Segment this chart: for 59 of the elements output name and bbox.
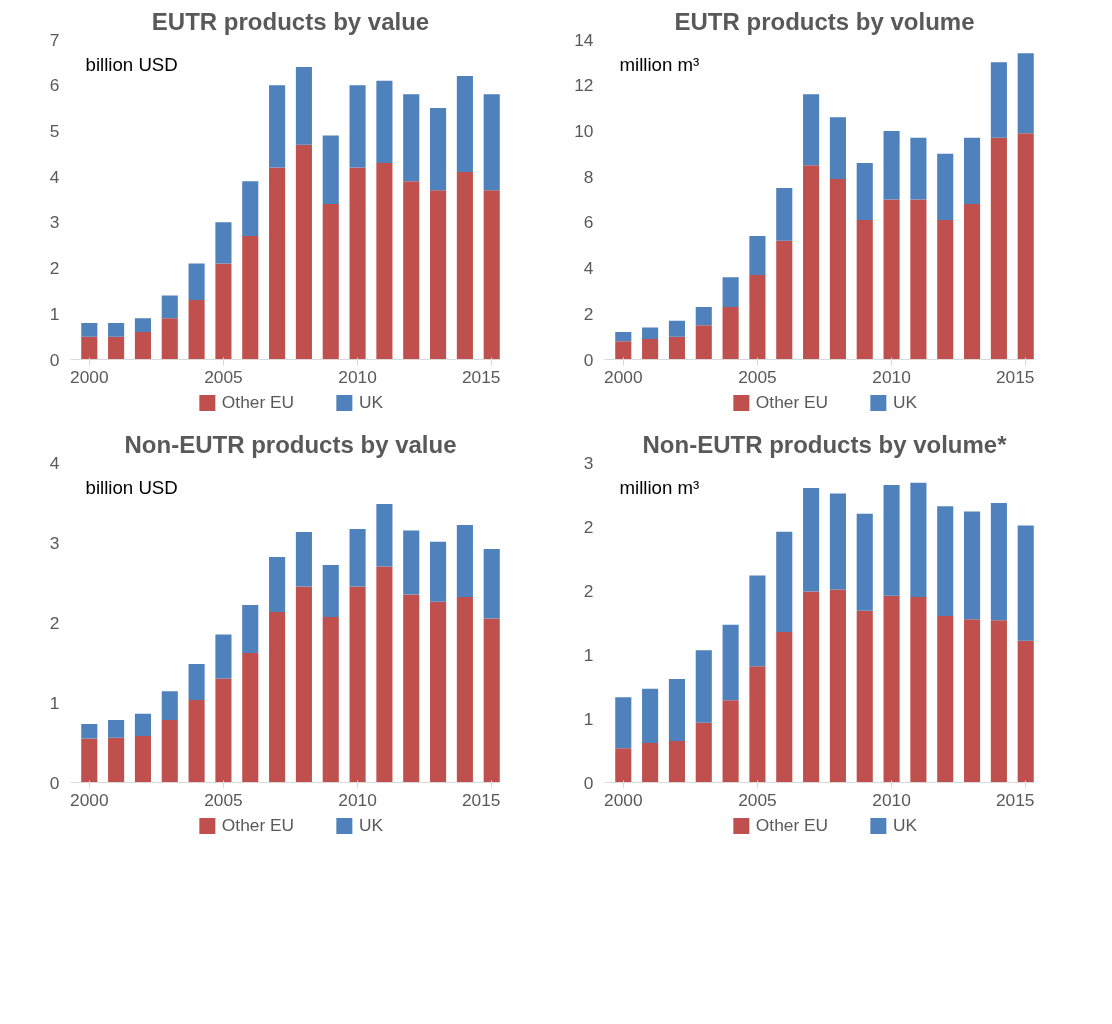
chart-title: EUTR products by value [151,7,430,35]
chart-title: EUTR products by volume [674,7,975,35]
y-tick-label: 4 [49,452,60,473]
x-tick-label: 2000 [70,366,109,387]
x-tick-label: 2010 [338,789,377,810]
y-tick-label: 0 [583,772,594,793]
annotation: million m³ [619,476,700,498]
annotation: billion USD [85,476,178,498]
annotation: billion USD [85,53,178,75]
x-tick-label: 2015 [995,366,1035,387]
y-tick-label: 5 [49,120,60,141]
y-tick-label: 0 [49,349,60,370]
x-tick-label: 2010 [872,366,911,387]
y-tick-label: 1 [583,644,594,665]
y-tick-label: 2 [49,258,60,279]
chart-title: Non-EUTR products by value [124,430,457,458]
y-tick-label: 1 [49,303,60,324]
y-tick-label: 6 [583,212,594,233]
y-tick-label: 8 [583,166,594,187]
legend-label: UK [359,814,384,836]
x-tick-label: 2005 [738,789,777,810]
x-tick-label: 2000 [70,789,109,810]
y-tick-label: 6 [49,75,60,96]
y-tick-label: 7 [49,29,60,50]
legend-label: Other EU [755,391,829,413]
legend-label: UK [893,391,918,413]
legend-label: Other EU [221,814,295,836]
y-tick-label: 12 [574,75,594,96]
y-tick-label: 4 [583,258,594,279]
y-tick-label: 3 [49,212,60,233]
chart-title: Non-EUTR products by volume* [642,430,1008,458]
legend-label: Other EU [755,814,829,836]
y-tick-label: 1 [49,692,60,713]
y-tick-label: 2 [583,303,594,324]
x-tick-label: 2015 [461,789,501,810]
y-tick-label: 2 [583,516,594,537]
x-tick-label: 2000 [604,789,643,810]
x-tick-label: 2005 [204,366,243,387]
annotation: million m³ [619,53,700,75]
legend-label: UK [893,814,918,836]
x-tick-label: 2005 [204,789,243,810]
x-tick-label: 2000 [604,366,643,387]
y-tick-label: 0 [49,772,60,793]
x-tick-label: 2015 [461,366,501,387]
y-tick-label: 4 [49,166,60,187]
y-tick-label: 1 [583,708,594,729]
y-tick-label: 10 [574,120,594,141]
legend-label: UK [359,391,384,413]
x-tick-label: 2015 [995,789,1035,810]
x-tick-label: 2010 [338,366,377,387]
y-tick-label: 2 [49,612,60,633]
y-tick-label: 3 [49,532,60,553]
x-tick-label: 2005 [738,366,777,387]
legend-label: Other EU [221,391,295,413]
y-tick-label: 0 [583,349,594,370]
y-tick-label: 2 [583,580,594,601]
y-tick-label: 14 [574,29,594,50]
x-tick-label: 2010 [872,789,911,810]
y-tick-label: 3 [583,452,594,473]
